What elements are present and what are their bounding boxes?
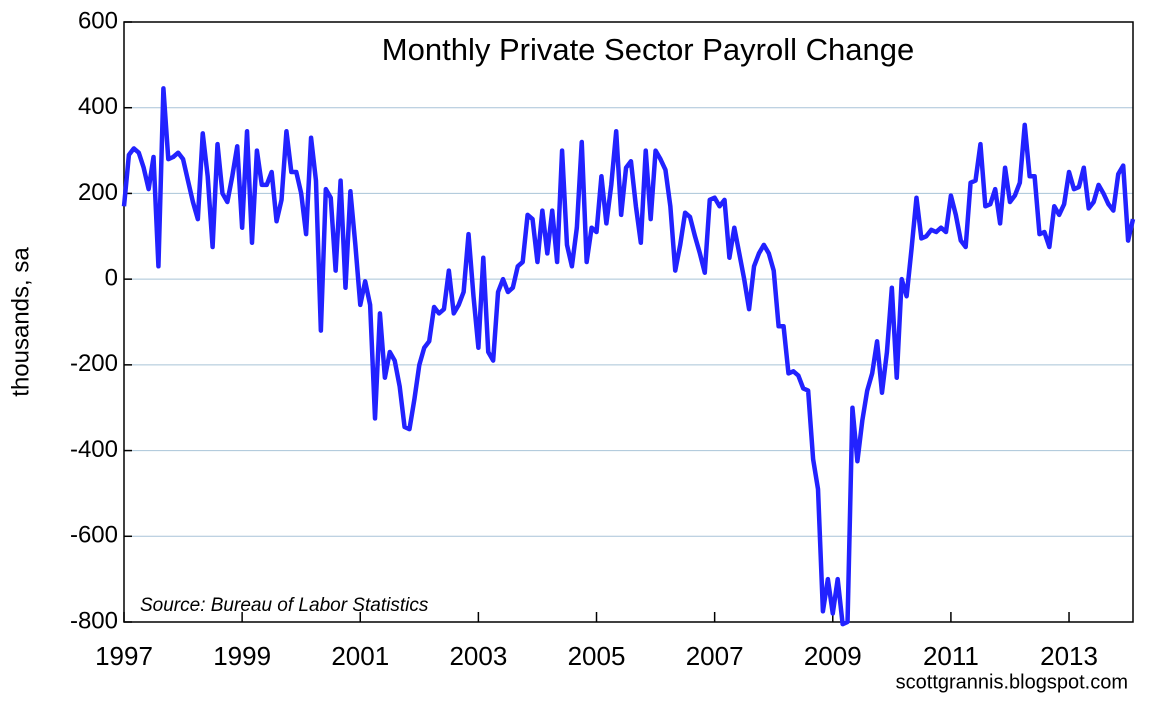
x-tick-label: 2001 — [331, 641, 389, 671]
x-tick-label: 2005 — [568, 641, 626, 671]
y-tick-label: -400 — [70, 436, 118, 463]
x-tick-label: 2007 — [686, 641, 744, 671]
source-note: Source: Bureau of Labor Statistics — [140, 595, 429, 616]
data-line — [121, 86, 1136, 627]
y-tick-label: 200 — [78, 179, 118, 206]
x-tick-label: 1999 — [213, 641, 271, 671]
y-tick-label: -600 — [70, 522, 118, 549]
y-tick-label: -800 — [70, 607, 118, 634]
x-tick-label: 2011 — [923, 641, 979, 671]
y-axis-label: thousands, sa — [7, 247, 34, 397]
y-tick-label: 600 — [78, 7, 118, 34]
chart-title: Monthly Private Sector Payroll Change — [382, 32, 914, 67]
y-tick-label: -200 — [70, 350, 118, 377]
x-tick-label: 2009 — [804, 641, 862, 671]
x-tick-label: 2013 — [1040, 641, 1098, 671]
credit: scottgrannis.blogspot.com — [896, 671, 1128, 693]
x-tick-label: 1997 — [95, 641, 153, 671]
plot-frame — [123, 21, 1134, 623]
y-tick-label: 0 — [105, 264, 118, 291]
x-tick-label: 2003 — [449, 641, 507, 671]
y-tick-label: 400 — [78, 93, 118, 120]
